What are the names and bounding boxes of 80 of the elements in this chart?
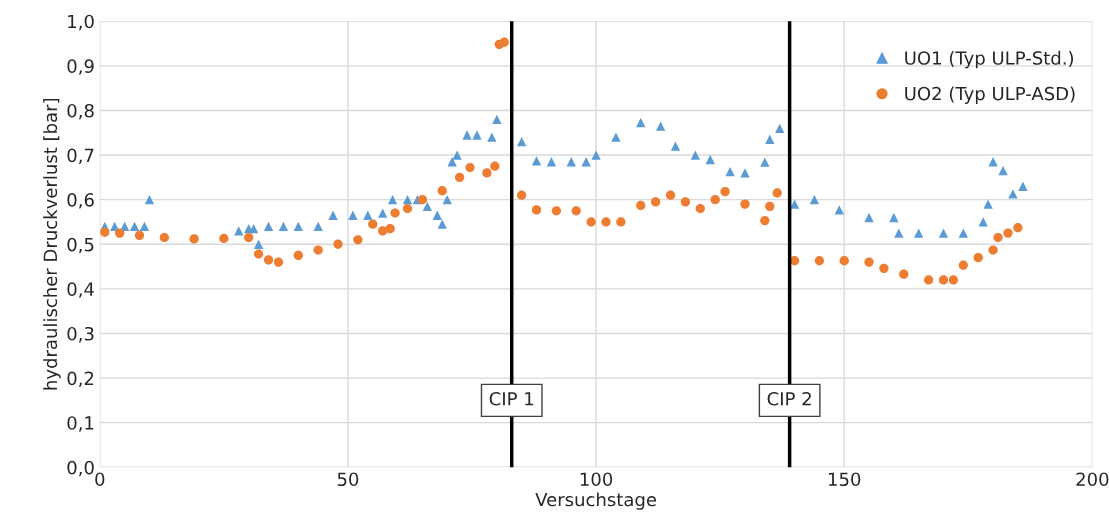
point — [293, 250, 303, 261]
point — [958, 260, 968, 270]
point — [353, 235, 363, 245]
point — [864, 257, 874, 267]
point — [115, 228, 125, 238]
point — [253, 249, 264, 259]
y-tick-label: 0,5 — [67, 237, 94, 254]
point — [219, 233, 229, 244]
point — [1003, 228, 1013, 238]
point — [814, 256, 825, 266]
point — [454, 172, 465, 183]
point — [499, 37, 509, 47]
point — [368, 219, 378, 229]
point — [899, 269, 909, 279]
point — [390, 208, 400, 218]
point — [1013, 223, 1023, 233]
y-tick-label: 0,6 — [67, 193, 94, 209]
point — [765, 201, 775, 212]
y-tick-label: 0,2 — [67, 371, 94, 388]
point — [923, 275, 934, 285]
point — [879, 263, 889, 273]
ref-line-label: CIP 1 — [489, 391, 534, 406]
x-tick-label: 50 — [337, 472, 359, 487]
x-axis-title: Versuchstage — [535, 492, 657, 510]
point — [263, 255, 274, 265]
point — [482, 168, 492, 178]
point — [650, 197, 661, 207]
y-tick-label: 0,7 — [67, 148, 94, 165]
point — [516, 190, 527, 200]
point — [134, 230, 145, 240]
y-tick-label: 0,9 — [67, 59, 94, 75]
x-tick-label: 0 — [95, 472, 105, 487]
point — [571, 206, 581, 216]
y-tick-label: 0,8 — [67, 103, 94, 120]
point — [720, 186, 730, 197]
point — [710, 195, 720, 205]
legend-label: UO1 (Typ ULP-Std.) — [905, 50, 1073, 69]
x-tick-label: 150 — [828, 472, 861, 487]
point — [993, 232, 1003, 243]
ref-line-label: CIP 2 — [767, 391, 811, 406]
point — [531, 205, 542, 215]
legend-label: UO2 (Typ ULP-ASD) — [905, 86, 1075, 104]
point — [988, 245, 998, 255]
point — [740, 199, 750, 209]
point — [402, 203, 413, 214]
point — [680, 197, 691, 207]
point — [636, 200, 646, 211]
point — [616, 217, 626, 227]
x-tick-label: 100 — [580, 472, 613, 487]
point — [437, 186, 447, 196]
y-tick-label: 0,1 — [67, 416, 94, 432]
point — [378, 226, 388, 236]
point — [385, 223, 395, 234]
point — [973, 252, 983, 263]
point — [772, 188, 782, 198]
point — [465, 162, 475, 173]
point — [695, 203, 705, 214]
point — [551, 206, 562, 216]
y-tick-label: 0,3 — [67, 326, 94, 343]
point — [938, 275, 949, 285]
point — [100, 227, 110, 237]
point — [948, 275, 959, 285]
point — [490, 161, 500, 171]
y-tick-label: 0,0 — [67, 460, 94, 477]
y-tick-label: 1,0 — [68, 14, 94, 31]
point — [189, 234, 199, 244]
point — [839, 256, 849, 266]
point — [159, 232, 169, 243]
point — [417, 195, 428, 205]
point — [273, 257, 284, 267]
point — [333, 239, 343, 249]
point — [601, 217, 611, 227]
point — [665, 190, 676, 200]
point — [586, 217, 596, 227]
point — [313, 245, 323, 255]
point — [760, 215, 770, 226]
x-tick-label: 200 — [1076, 472, 1109, 487]
y-axis-title: hydraulischer Druckverlust [bar] — [43, 98, 61, 390]
point — [244, 232, 254, 243]
y-tick-label: 0,4 — [67, 282, 94, 298]
